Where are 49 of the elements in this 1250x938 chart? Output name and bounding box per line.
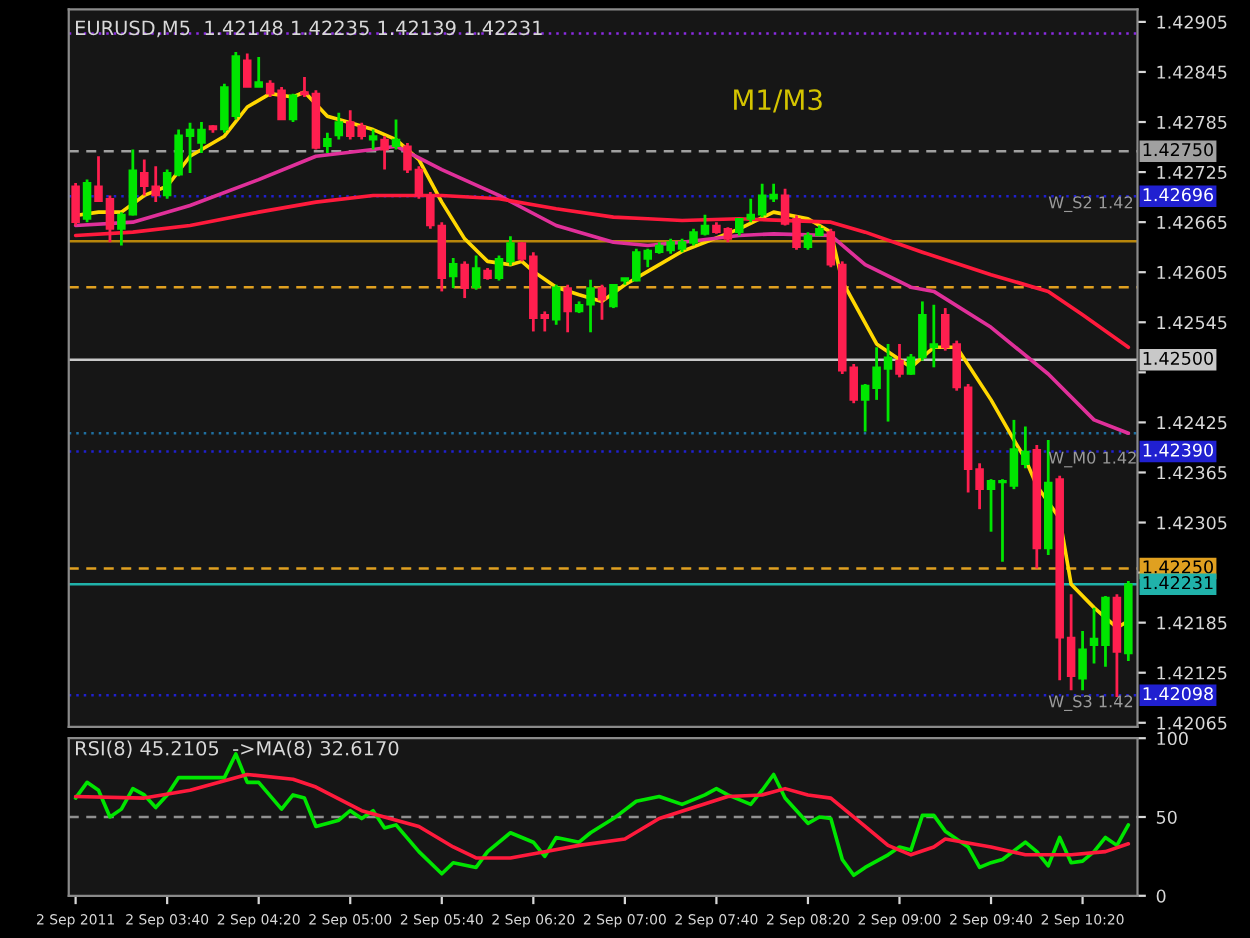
- candlestick: [288, 92, 298, 124]
- candlestick: [1078, 629, 1087, 692]
- text: EURUSD,M5 1.42148 1.42235 1.42139 1.42231: [76, 20, 542, 38]
- ref-line-label: 1.42098: [1143, 687, 1213, 701]
- y-tick-label: 1.42065: [1157, 716, 1227, 730]
- candlestick: [334, 111, 344, 141]
- candlestick: [323, 131, 332, 155]
- y-tick-label: 100: [1157, 731, 1188, 746]
- candlestick: [448, 256, 458, 290]
- line-series: [73, 772, 1131, 860]
- y-tick-label: 1.42545: [1157, 315, 1227, 330]
- y-tick-label: 1.42305: [1157, 516, 1227, 530]
- candlestick: [471, 254, 481, 292]
- y-tick-label: 1.42365: [1157, 466, 1227, 480]
- candlestick: [563, 283, 572, 334]
- y-tick-label: 1.42425: [1157, 416, 1227, 430]
- line-series: [73, 193, 1131, 350]
- annotation: W_S2 1.42: [1048, 196, 1133, 213]
- ref-line-label: 1.42231: [1143, 576, 1213, 590]
- y-tick-label: 1.42725: [1157, 165, 1227, 179]
- y-tick-label: 0: [1156, 889, 1166, 903]
- candlestick: [71, 181, 80, 227]
- y-tick-label: 1.42605: [1157, 265, 1227, 280]
- candlestick: [609, 283, 618, 310]
- candlestick: [597, 283, 607, 322]
- candlestick: [82, 178, 92, 224]
- annotation: M1/M3: [734, 89, 822, 113]
- candlestick: [254, 55, 263, 89]
- candlestick: [551, 283, 561, 327]
- candlestick: [460, 259, 469, 300]
- y-tick-label: 50: [1156, 810, 1177, 824]
- candlestick: [242, 52, 252, 89]
- y-tick-label: 1.42665: [1157, 215, 1227, 230]
- candlestick: [380, 134, 389, 171]
- candlestick: [391, 118, 401, 151]
- y-tick-label: 1.42905: [1157, 15, 1227, 29]
- ref-line-label: 1.42390: [1143, 443, 1213, 457]
- ref-line-label: 1.42750: [1143, 143, 1213, 157]
- y-tick-label: 1.42785: [1157, 115, 1227, 129]
- ref-line-label: 1.42500: [1143, 351, 1213, 365]
- candlestick: [368, 128, 378, 151]
- y-tick-label: 1.42845: [1157, 65, 1227, 79]
- ref-line-label: 1.42250: [1143, 560, 1213, 574]
- y-tick-label: 1.42185: [1157, 616, 1227, 630]
- chart-title: RSI(8) 45.2105 ->MA(8) 32.6170: [76, 740, 399, 758]
- candlestick: [895, 342, 904, 379]
- ref-line-label: 1.42696: [1143, 188, 1214, 202]
- annotation: W_S3 1.42: [1048, 695, 1133, 711]
- y-tick-label: 1.42125: [1157, 666, 1227, 680]
